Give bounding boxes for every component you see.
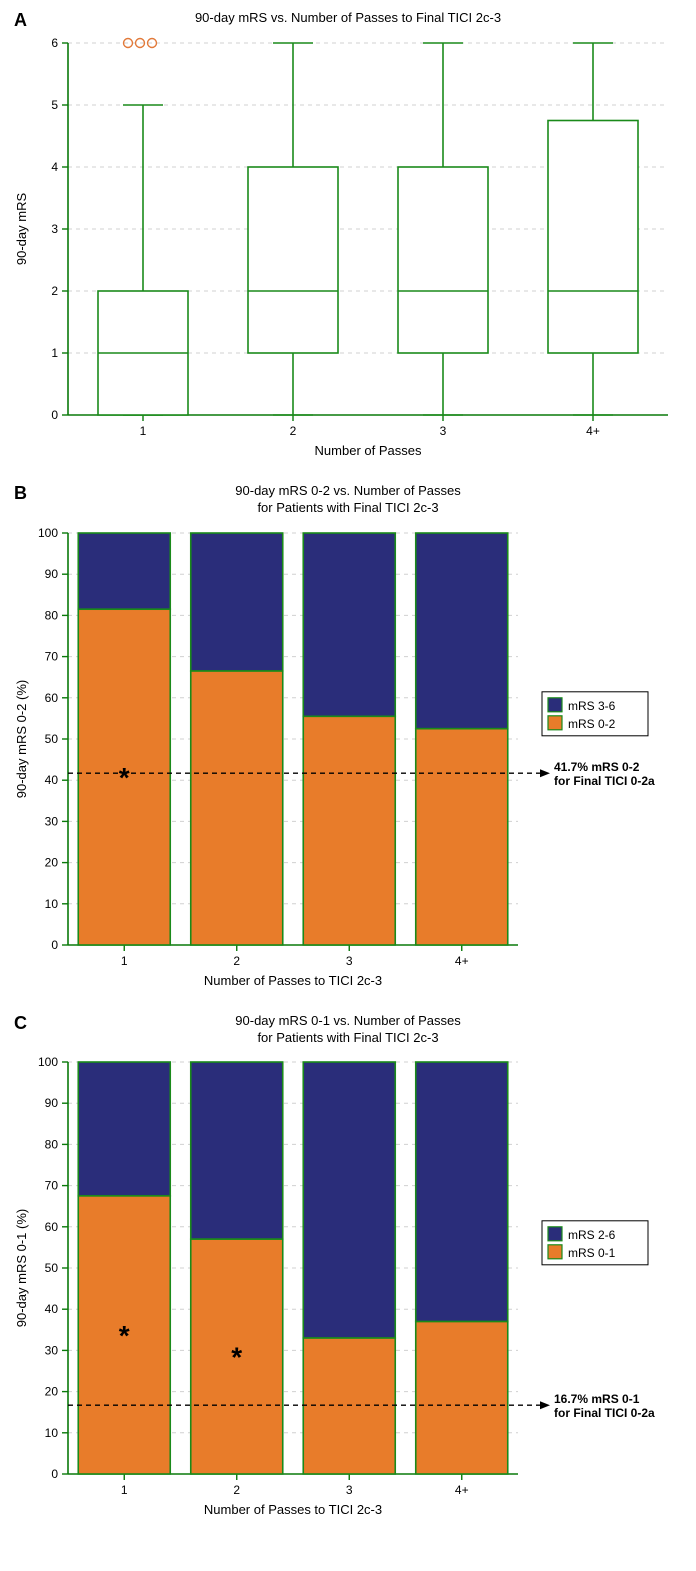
svg-text:30: 30 bbox=[45, 1344, 59, 1358]
panel-c-title-line1: 90-day mRS 0-1 vs. Number of Passes bbox=[235, 1013, 460, 1028]
svg-text:70: 70 bbox=[45, 649, 59, 663]
svg-text:0: 0 bbox=[51, 938, 58, 952]
svg-text:0: 0 bbox=[51, 408, 58, 422]
svg-text:60: 60 bbox=[45, 1220, 59, 1234]
panel-c-title: 90-day mRS 0-1 vs. Number of Passes for … bbox=[8, 1013, 688, 1047]
panel-c: C 90-day mRS 0-1 vs. Number of Passes fo… bbox=[8, 1013, 688, 1523]
svg-text:mRS 3-6: mRS 3-6 bbox=[568, 698, 616, 712]
svg-text:2: 2 bbox=[290, 424, 297, 438]
svg-text:90: 90 bbox=[45, 1097, 59, 1111]
svg-text:*: * bbox=[119, 1320, 130, 1351]
panel-a-title: 90-day mRS vs. Number of Passes to Final… bbox=[8, 10, 688, 27]
svg-text:30: 30 bbox=[45, 814, 59, 828]
panel-a-svg: 0 1 2 3 4 5 6 1 2 3 4+ 90-day mRS Number of Passes bbox=[8, 33, 688, 463]
svg-text:16.7% mRS 0-1: 16.7% mRS 0-1 bbox=[554, 1393, 640, 1407]
svg-text:Number of Passes to TICI 2c-3: Number of Passes to TICI 2c-3 bbox=[204, 1502, 382, 1517]
svg-text:mRS 2-6: mRS 2-6 bbox=[568, 1228, 616, 1242]
panel-b-title-line1: 90-day mRS 0-2 vs. Number of Passes bbox=[235, 483, 460, 498]
svg-text:5: 5 bbox=[51, 98, 58, 112]
panel-b: B 90-day mRS 0-2 vs. Number of Passes fo… bbox=[8, 483, 688, 993]
figure-container: A 90-day mRS vs. Number of Passes to Fin… bbox=[0, 0, 696, 1550]
svg-text:10: 10 bbox=[45, 896, 59, 910]
svg-text:90-day mRS: 90-day mRS bbox=[14, 192, 29, 265]
svg-text:80: 80 bbox=[45, 1138, 59, 1152]
svg-text:50: 50 bbox=[45, 1261, 59, 1275]
panel-a: A 90-day mRS vs. Number of Passes to Fin… bbox=[8, 10, 688, 463]
svg-text:for Final TICI 0-2a: for Final TICI 0-2a bbox=[554, 774, 655, 788]
svg-text:1: 1 bbox=[121, 954, 128, 968]
svg-text:*: * bbox=[231, 1342, 242, 1373]
panel-b-label: B bbox=[14, 483, 27, 504]
panel-b-title-line2: for Patients with Final TICI 2c-3 bbox=[257, 500, 438, 515]
svg-text:70: 70 bbox=[45, 1179, 59, 1193]
svg-text:4+: 4+ bbox=[586, 424, 600, 438]
svg-text:Number of Passes to TICI 2c-3: Number of Passes to TICI 2c-3 bbox=[204, 973, 382, 988]
svg-text:4: 4 bbox=[51, 160, 58, 174]
svg-text:3: 3 bbox=[51, 222, 58, 236]
svg-text:2: 2 bbox=[51, 284, 58, 298]
svg-text:80: 80 bbox=[45, 608, 59, 622]
panel-c-label: C bbox=[14, 1013, 27, 1034]
svg-text:1: 1 bbox=[121, 1483, 128, 1497]
svg-text:90: 90 bbox=[45, 567, 59, 581]
svg-text:50: 50 bbox=[45, 732, 59, 746]
svg-text:100: 100 bbox=[38, 1055, 58, 1069]
svg-text:4+: 4+ bbox=[455, 1483, 469, 1497]
svg-text:mRS 0-1: mRS 0-1 bbox=[568, 1246, 616, 1260]
svg-text:4+: 4+ bbox=[455, 954, 469, 968]
panel-a-label: A bbox=[14, 10, 27, 31]
svg-text:20: 20 bbox=[45, 855, 59, 869]
svg-text:Number of Passes: Number of Passes bbox=[315, 443, 422, 458]
svg-text:3: 3 bbox=[440, 424, 447, 438]
svg-text:20: 20 bbox=[45, 1385, 59, 1399]
svg-text:0: 0 bbox=[51, 1467, 58, 1481]
panel-b-title: 90-day mRS 0-2 vs. Number of Passes for … bbox=[8, 483, 688, 517]
panel-c-title-line2: for Patients with Final TICI 2c-3 bbox=[257, 1030, 438, 1045]
svg-text:mRS 0-2: mRS 0-2 bbox=[568, 716, 616, 730]
svg-text:3: 3 bbox=[346, 954, 353, 968]
svg-text:1: 1 bbox=[140, 424, 147, 438]
svg-text:41.7% mRS 0-2: 41.7% mRS 0-2 bbox=[554, 760, 640, 774]
svg-text:40: 40 bbox=[45, 1303, 59, 1317]
panel-b-svg: 0 10 20 30 40 50 60 70 80 90 100 1 2 3 4+ 90-day mRS 0-… bbox=[8, 523, 688, 993]
svg-text:1: 1 bbox=[51, 346, 58, 360]
svg-text:100: 100 bbox=[38, 526, 58, 540]
svg-text:*: * bbox=[119, 762, 130, 793]
svg-text:for Final TICI 0-2a: for Final TICI 0-2a bbox=[554, 1407, 655, 1421]
panel-c-svg: 0 10 20 30 40 50 60 70 80 90 100 1 2 3 4+ 90-day mRS 0-… bbox=[8, 1052, 688, 1522]
svg-text:10: 10 bbox=[45, 1426, 59, 1440]
svg-text:2: 2 bbox=[233, 954, 240, 968]
svg-text:90-day mRS 0-1 (%): 90-day mRS 0-1 (%) bbox=[14, 1209, 29, 1327]
svg-text:6: 6 bbox=[51, 36, 58, 50]
svg-text:60: 60 bbox=[45, 690, 59, 704]
svg-text:40: 40 bbox=[45, 773, 59, 787]
svg-text:3: 3 bbox=[346, 1483, 353, 1497]
svg-text:90-day mRS 0-2 (%): 90-day mRS 0-2 (%) bbox=[14, 679, 29, 797]
svg-text:2: 2 bbox=[233, 1483, 240, 1497]
